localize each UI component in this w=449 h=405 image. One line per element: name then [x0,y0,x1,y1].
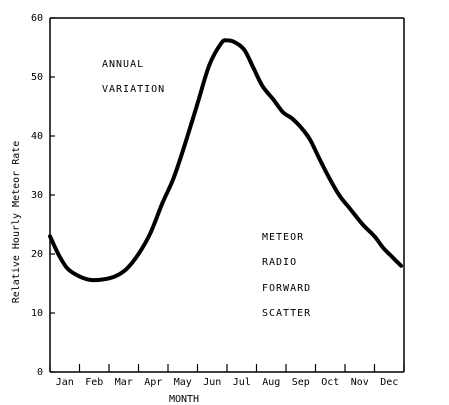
x-tick-label-oct: Oct [321,377,339,388]
x-tick-label-dec: Dec [380,377,398,388]
x-tick-label-feb: Feb [85,377,103,388]
y-tick-label: 60 [31,13,43,24]
annotation-scatter: SCATTER [262,308,311,319]
y-tick-label: 30 [31,190,43,201]
x-tick-label-jan: Jan [56,377,74,388]
meteor-rate-line [48,38,404,283]
annotation-radio: RADIO [262,257,297,268]
y-ticks: 0 10 20 30 40 50 60 [31,13,55,378]
annotation-variation: VARIATION [102,84,165,95]
x-tick-label-may: May [174,377,192,388]
y-tick-label: 0 [37,367,43,378]
x-tick-label-sep: Sep [292,377,310,388]
annotation-meteor: METEOR [262,232,304,243]
annotation-forward: FORWARD [262,283,311,294]
y-tick-label: 40 [31,131,43,142]
annotation-annual: ANNUAL [102,59,144,70]
y-tick-label: 10 [31,308,43,319]
y-axis-label: Relative Hourly Meteor Rate [11,141,22,304]
plot-frame [49,17,405,373]
x-tick-label-jul: Jul [233,377,251,388]
x-ticks: Jan Feb Mar Apr May Jun Jul Aug Sep Oct Nov Dec [49,364,405,388]
x-tick-label-nov: Nov [351,377,369,388]
x-axis-label: MONTH [169,394,199,405]
x-tick-label-aug: Aug [262,377,280,388]
y-tick-label: 50 [31,72,43,83]
x-tick-label-apr: Apr [144,377,162,388]
x-tick-label-jun: Jun [203,377,221,388]
y-tick-label: 20 [31,249,43,260]
x-tick-label-mar: Mar [115,377,133,388]
